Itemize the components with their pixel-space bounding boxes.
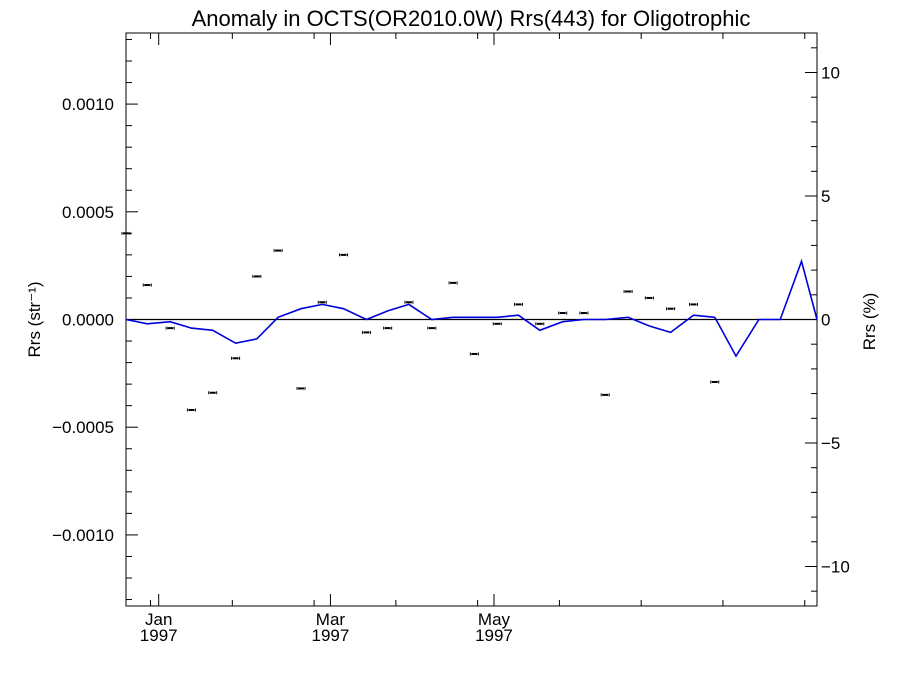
right-tick-label: −5 [821,434,840,453]
x-tick-label: 1997 [475,626,513,645]
x-tick-label: May [478,610,511,629]
left-tick-label: 0.0005 [62,203,114,222]
x-tick-label: 1997 [312,626,350,645]
left-tick-label: 0.0000 [62,311,114,330]
y-axis-label-left: Rrs (str⁻¹) [25,281,44,357]
right-tick-label: 5 [821,187,830,206]
left-axis: −0.0010 −0.0005 0.0000 0.0005 0.0010 [52,38,138,601]
y-axis-label-right: Rrs (%) [860,293,879,351]
series-layer [121,231,818,412]
x-tick-label: Mar [316,610,346,629]
right-axis: −10 −5 0 5 10 [805,47,850,592]
right-tick-label: 0 [821,311,830,330]
series-line [125,303,715,345]
left-tick-label: −0.0005 [52,418,114,437]
right-tick-label: −10 [821,557,850,576]
chart-title: Anomaly in OCTS(OR2010.0W) Rrs(443) for … [192,6,751,31]
x-tick-label: Jan [145,610,172,629]
right-tick-label: 10 [821,64,840,83]
series-line-tail [714,258,818,358]
left-tick-label: 0.0010 [62,95,114,114]
left-tick-label: −0.0010 [52,526,114,545]
x-tick-label: 1997 [140,626,178,645]
